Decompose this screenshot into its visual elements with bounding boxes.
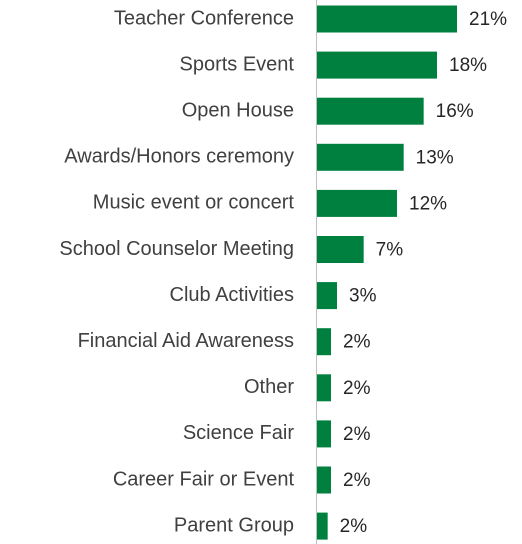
bar bbox=[317, 282, 337, 310]
category-label: Club Activities bbox=[170, 284, 295, 306]
value-label: 2% bbox=[343, 332, 371, 353]
bar bbox=[317, 466, 331, 494]
category-label: Parent Group bbox=[174, 514, 294, 536]
value-label: 3% bbox=[349, 286, 377, 307]
category-label: Sports Event bbox=[179, 53, 294, 75]
bar bbox=[317, 420, 331, 448]
category-label: School Counselor Meeting bbox=[59, 238, 294, 260]
bar bbox=[317, 328, 331, 356]
category-label: Awards/Honors ceremony bbox=[64, 146, 294, 168]
category-label: Financial Aid Awareness bbox=[78, 330, 294, 352]
category-label: Other bbox=[244, 376, 294, 398]
bar bbox=[317, 5, 457, 33]
category-label: Teacher Conference bbox=[114, 7, 294, 29]
category-label: Open House bbox=[182, 99, 294, 121]
bar bbox=[317, 236, 364, 263]
value-label: 16% bbox=[436, 101, 474, 122]
bar bbox=[317, 51, 437, 79]
value-label: 2% bbox=[343, 470, 371, 491]
category-label: Music event or concert bbox=[93, 192, 295, 214]
bar bbox=[317, 143, 404, 171]
bar bbox=[317, 97, 424, 125]
bar bbox=[317, 374, 331, 402]
value-label: 2% bbox=[343, 378, 371, 399]
value-label: 2% bbox=[343, 424, 371, 445]
bar bbox=[317, 189, 397, 217]
value-label: 13% bbox=[416, 147, 454, 168]
bar bbox=[317, 512, 328, 540]
value-label: 12% bbox=[409, 193, 447, 214]
category-label: Career Fair or Event bbox=[113, 468, 295, 490]
category-label: Science Fair bbox=[183, 422, 294, 444]
value-label: 21% bbox=[469, 9, 507, 30]
value-label: 18% bbox=[449, 55, 487, 76]
value-label: 7% bbox=[376, 240, 404, 261]
value-label: 2% bbox=[340, 516, 368, 537]
